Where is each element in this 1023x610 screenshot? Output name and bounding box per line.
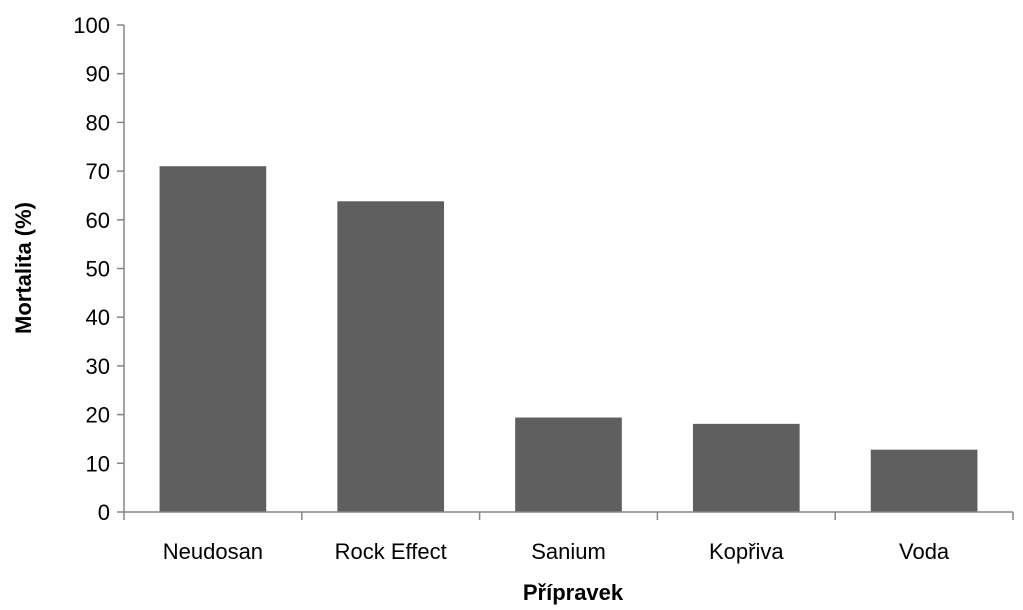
bar-voda — [870, 449, 978, 512]
y-ticks-layer: 0 10 20 30 40 50 60 70 80 90 100 — [73, 13, 124, 525]
bar-kopřiva — [692, 423, 800, 512]
bars-layer — [159, 166, 978, 513]
x-tick-label: Sanium — [531, 539, 606, 564]
y-tick-label: 80 — [86, 110, 110, 135]
y-tick-label: 60 — [86, 208, 110, 233]
x-tick-label: Voda — [899, 539, 950, 564]
y-tick-label: 90 — [86, 62, 110, 87]
y-tick-label: 50 — [86, 257, 110, 282]
bar-rock-effect — [337, 201, 445, 512]
x-tick-label: Rock Effect — [335, 539, 447, 564]
y-tick-label: 20 — [86, 403, 110, 428]
y-tick-label: 0 — [98, 500, 110, 525]
bar-sanium — [515, 417, 622, 512]
y-tick-label: 40 — [86, 305, 110, 330]
bar-neudosan — [159, 166, 267, 513]
x-ticks-layer: Neudosan Rock Effect Sanium Kopřiva Voda — [123, 512, 1014, 564]
x-tick-label: Neudosan — [163, 539, 263, 564]
x-tick-label: Kopřiva — [709, 539, 784, 564]
y-tick-label: 10 — [86, 451, 110, 476]
y-tick-label: 100 — [73, 13, 110, 38]
x-axis-title: Přípravek — [523, 580, 624, 605]
y-tick-label: 30 — [86, 354, 110, 379]
y-tick-label: 70 — [86, 159, 110, 184]
y-axis-title: Mortalita (%) — [11, 202, 36, 334]
